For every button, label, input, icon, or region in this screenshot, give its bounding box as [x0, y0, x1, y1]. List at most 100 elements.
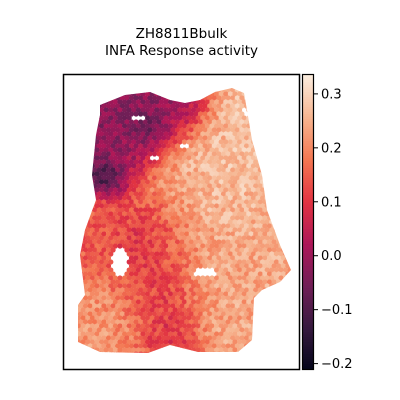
tissue-spot: [186, 267, 192, 273]
tissue-spot: [253, 335, 259, 341]
tissue-spot: [227, 291, 233, 297]
tissue-spot: [271, 271, 277, 277]
tissue-spot: [271, 103, 277, 109]
tissue-spot: [177, 243, 183, 249]
tissue-spot: [200, 323, 206, 329]
tissue-spot: [273, 123, 279, 129]
tissue-spot: [278, 91, 284, 97]
tissue-spot: [195, 347, 201, 353]
tissue-spot: [269, 259, 275, 265]
tissue-spot: [78, 151, 79, 157]
tissue-spot: [200, 195, 206, 201]
tissue-spot: [266, 119, 273, 125]
tissue-spot: [227, 331, 233, 337]
tissue-spot: [184, 239, 190, 245]
tissue-spot: [239, 215, 245, 221]
tissue-spot: [262, 127, 268, 133]
tissue-spot: [165, 303, 171, 309]
tissue-spot: [188, 207, 194, 213]
tissue-spot: [227, 299, 233, 305]
tissue-spot: [181, 299, 187, 305]
tissue-spot: [131, 291, 137, 297]
tissue-spot: [165, 319, 171, 325]
tissue-spot: [87, 199, 93, 205]
tissue-spot: [163, 171, 169, 177]
tissue-spot: [202, 159, 208, 165]
tissue-spot: [115, 343, 121, 349]
tissue-spot: [80, 115, 86, 121]
tissue-spot: [184, 88, 190, 93]
tissue-spot: [119, 311, 125, 317]
tissue-spot: [78, 183, 84, 189]
colorbar-segment: [303, 290, 313, 294]
tissue-spot: [276, 159, 282, 165]
tissue-spot: [103, 155, 109, 161]
tissue-spot: [207, 303, 213, 309]
tissue-spot: [255, 307, 261, 313]
tissue-spot: [138, 167, 144, 173]
tissue-spot: [264, 243, 270, 249]
tissue-spot: [273, 347, 279, 353]
tissue-spot: [195, 299, 201, 305]
tissue-spot: [195, 211, 201, 217]
tissue-spot: [209, 315, 215, 321]
tissue-spot: [168, 323, 174, 329]
tissue-spot: [124, 95, 130, 101]
tissue-spot: [218, 315, 224, 321]
tissue-spot: [85, 291, 91, 297]
tissue-spot: [124, 159, 130, 165]
tissue-spot: [191, 347, 197, 353]
tissue-spot: [117, 211, 123, 217]
tissue-spot: [200, 171, 206, 177]
tissue-spot: [80, 259, 86, 265]
tissue-spot: [133, 159, 139, 165]
colorbar-segment: [303, 273, 313, 277]
tissue-spot: [142, 223, 148, 229]
tissue-spot: [223, 339, 229, 345]
tissue-spot: [142, 255, 148, 261]
tissue-spot: [207, 159, 213, 165]
tissue-spot: [124, 143, 130, 149]
tissue-spot: [218, 243, 224, 249]
tissue-spot: [241, 115, 247, 121]
tissue-spot: [216, 239, 222, 245]
tissue-spot: [214, 179, 220, 185]
tissue-spot: [186, 339, 192, 345]
tissue-spot: [172, 299, 178, 305]
tissue-spot: [110, 335, 116, 341]
tissue-spot: [172, 91, 178, 97]
tissue-spot: [257, 311, 263, 317]
tissue-spot: [193, 319, 199, 325]
tissue-spot: [237, 323, 243, 329]
tissue-spot: [151, 135, 158, 141]
tissue-spot: [142, 127, 148, 133]
tissue-spot: [248, 95, 254, 101]
tissue-spot: [232, 259, 238, 265]
tissue-spot: [197, 143, 204, 149]
tissue-spot: [82, 319, 89, 325]
tissue-spot: [94, 187, 100, 193]
tissue-spot: [82, 135, 89, 141]
tissue-spot: [266, 111, 273, 117]
tissue-spot: [241, 243, 247, 249]
tissue-spot: [101, 103, 107, 109]
tissue-spot: [257, 327, 263, 333]
tissue-spot: [165, 215, 171, 221]
colorbar-segment: [303, 128, 313, 132]
tissue-spot: [193, 119, 199, 125]
tissue-spot: [156, 303, 162, 309]
tissue-spot: [255, 331, 261, 337]
tissue-spot: [163, 211, 169, 217]
tissue-spot: [131, 259, 137, 265]
tissue-spot: [117, 243, 123, 249]
tissue-spot: [216, 287, 222, 293]
tissue-spot: [214, 275, 220, 281]
tissue-spot: [232, 131, 238, 137]
tissue-spot: [287, 259, 291, 265]
tissue-spot: [200, 203, 206, 209]
tissue-spot: [71, 243, 76, 248]
tissue-spot: [262, 303, 268, 309]
tissue-spot: [266, 207, 273, 213]
tissue-spot: [243, 88, 250, 93]
tissue-spot: [207, 247, 213, 253]
